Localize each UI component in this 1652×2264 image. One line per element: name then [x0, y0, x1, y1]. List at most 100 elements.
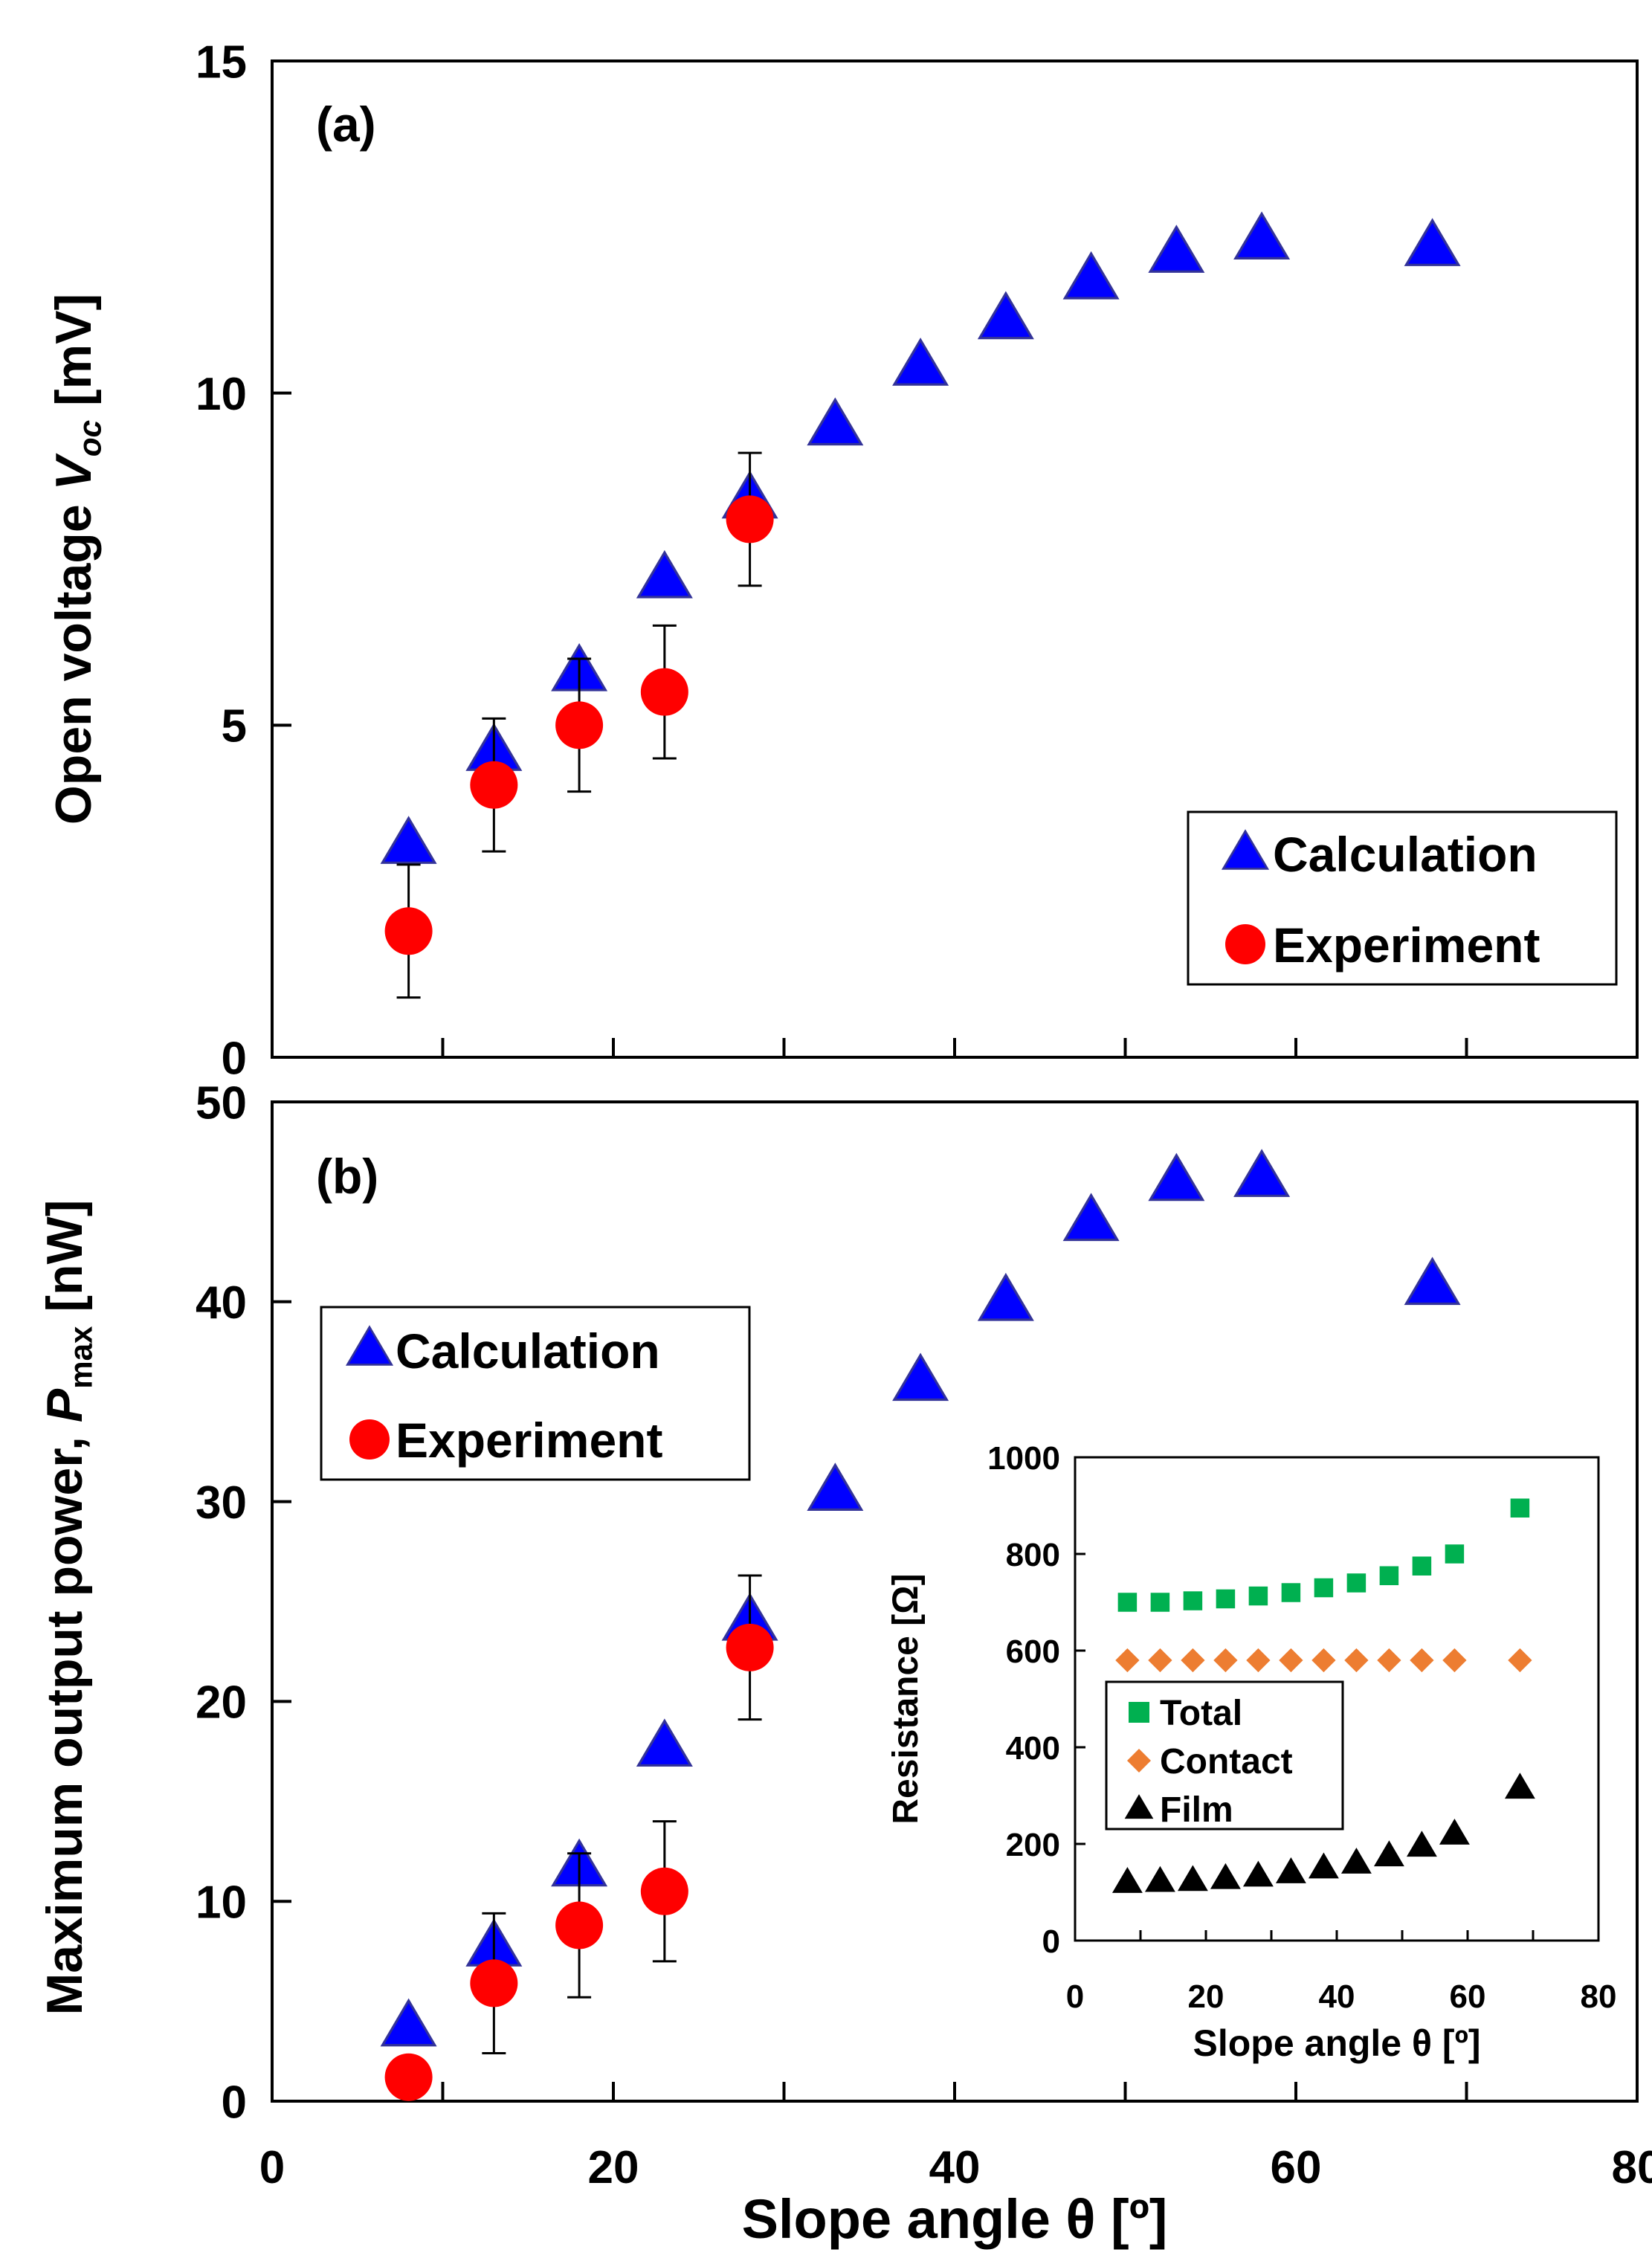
- inset-contact-point: [1410, 1648, 1434, 1673]
- inset-film-point: [1177, 1865, 1208, 1891]
- inset-ytick-label: 800: [1006, 1537, 1060, 1573]
- panel-b-legend-exp-marker: [349, 1419, 390, 1460]
- inset-contact-point: [1213, 1648, 1238, 1673]
- panel-a-calculation-point: [636, 549, 693, 599]
- panel-b-legend-exp-label: Experiment: [396, 1413, 662, 1468]
- inset-contact-point: [1377, 1648, 1401, 1673]
- inset-film-point: [1406, 1831, 1437, 1857]
- inset-series-total: [1117, 1498, 1530, 1612]
- panel-b-calculation-point: [636, 1718, 693, 1767]
- panel-b-experiment-point: [470, 1959, 518, 2007]
- panel-a-label: (a): [316, 97, 376, 152]
- inset-ytick-label: 600: [1006, 1634, 1060, 1670]
- inset-film-point: [1439, 1819, 1470, 1845]
- panel-a-experiment-point: [726, 495, 774, 544]
- inset-total-point: [1510, 1498, 1530, 1518]
- inset-contact-point: [1246, 1648, 1271, 1673]
- inset-contact-point: [1344, 1648, 1369, 1673]
- panel-a: 0 5 10 15 (a) Calculation Experiment: [196, 36, 1639, 1084]
- panel-b-calculation-point: [1148, 1152, 1205, 1202]
- panel-b-xtick-label: 20: [588, 2142, 639, 2193]
- inset-film-point: [1340, 1848, 1372, 1874]
- inset-contact-point: [1442, 1648, 1467, 1673]
- panel-a-calculation-point: [977, 291, 1034, 340]
- inset-total-point: [1314, 1578, 1334, 1598]
- inset-contact-point: [1311, 1648, 1336, 1673]
- panel-a-ytick-label: 15: [196, 36, 247, 88]
- panel-b-ytick-label: 50: [196, 1077, 247, 1129]
- inset-ytick-label: 200: [1006, 1827, 1060, 1863]
- panel-b: 0 10 20 30 40 50 0 20 40 60 80 (b) Calculation Experi…: [196, 1077, 1652, 2193]
- panel-b-experiment-point: [640, 1867, 688, 1915]
- panel-a-calculation-point: [1404, 218, 1461, 266]
- inset-total-point: [1150, 1593, 1170, 1612]
- panel-b-ytick-label: 30: [196, 1477, 247, 1529]
- panel-a-calculation-point: [1062, 251, 1120, 300]
- panel-a-legend-calc-label: Calculation: [1273, 827, 1538, 882]
- panel-a-legend-exp-marker: [1225, 924, 1265, 964]
- inset-total-point: [1412, 1556, 1432, 1576]
- panel-b-ytick-label: 10: [196, 1877, 247, 1929]
- panel-b-calculation-point: [1404, 1257, 1461, 1306]
- inset-legend-film-label: Film: [1160, 1790, 1233, 1830]
- inset-xlabel: Slope angle θ [º]: [1193, 2022, 1481, 2064]
- inset-total-point: [1117, 1593, 1138, 1612]
- panel-a-experiment-point: [555, 701, 604, 749]
- panel-b-experiment-point: [726, 1623, 774, 1671]
- inset-film-point: [1504, 1773, 1535, 1799]
- panel-a-legend-exp-label: Experiment: [1273, 917, 1540, 973]
- panel-a-ytick-label: 10: [196, 369, 247, 420]
- panel-a-ytick-label: 5: [222, 701, 247, 752]
- panel-a-experiment-point: [640, 668, 688, 716]
- panel-a-series-experiment: [384, 451, 774, 999]
- inset-film-point: [1111, 1867, 1143, 1893]
- inset-series-film: [1111, 1773, 1535, 1893]
- inset-legend-contact-label: Contact: [1160, 1742, 1293, 1781]
- inset-contact-point: [1115, 1648, 1140, 1673]
- panel-a-series-calculation: [380, 211, 1461, 864]
- panel-b-legend-calc-marker: [345, 1325, 394, 1366]
- inset-xtick-label: 80: [1581, 1978, 1617, 2015]
- inset-contact-point: [1181, 1648, 1205, 1673]
- inset-legend: Total Contact Film: [1105, 1680, 1344, 1831]
- panel-b-calculation-point: [1233, 1149, 1291, 1197]
- inset-film-point: [1308, 1852, 1339, 1879]
- panel-a-experiment-point: [384, 907, 433, 955]
- panel-a-calculation-point: [1233, 211, 1291, 259]
- panel-a-calculation-point: [807, 397, 864, 446]
- panel-b-ytick-label: 0: [222, 2077, 247, 2128]
- inset-total-point: [1445, 1544, 1465, 1564]
- panel-b-calculation-point: [1062, 1193, 1120, 1242]
- inset-series-contact: [1115, 1648, 1532, 1673]
- inset-legend-film-marker: [1124, 1794, 1154, 1819]
- inset-total-point: [1248, 1586, 1268, 1606]
- inset-total-point: [1216, 1589, 1236, 1609]
- inset-xtick-label: 20: [1188, 1978, 1225, 2015]
- inset-ytick-label: 1000: [987, 1440, 1060, 1477]
- panel-b-experiment-point: [384, 2053, 433, 2101]
- inset-ytick-label: 0: [1042, 1923, 1060, 1960]
- inset-legend-total-marker: [1129, 1702, 1149, 1723]
- panel-b-xtick-label: 0: [259, 2142, 285, 2193]
- inset-ylabel: Resistance [Ω]: [886, 1573, 926, 1824]
- inset-contact-point: [1279, 1648, 1303, 1673]
- panel-b-xtick-label: 40: [929, 2142, 981, 2193]
- panel-a-legend-box: [1187, 810, 1618, 986]
- inset-xtick-label: 0: [1066, 1978, 1084, 2015]
- panel-a-ytick-label: 0: [222, 1033, 247, 1084]
- inset-xtick-label: 40: [1319, 1978, 1355, 2015]
- panel-a-calculation-point: [380, 816, 437, 864]
- panel-b-label: (b): [316, 1149, 378, 1204]
- panel-b-calculation-point: [807, 1462, 864, 1511]
- inset-film-point: [1242, 1860, 1274, 1887]
- panel-b-ylabel: Maximum output power, Pmax [nW]: [36, 1200, 99, 2016]
- panel-b-ytick-label: 40: [196, 1277, 247, 1329]
- inset-contact-point: [1508, 1648, 1532, 1673]
- inset-film-point: [1373, 1840, 1404, 1867]
- panel-a-legend: Calculation Experiment: [1187, 810, 1618, 986]
- inset-contact-point: [1148, 1648, 1172, 1673]
- inset: 0 200 400 600 800 1000 0 20 40 60 80 Slope angle θ …: [886, 1440, 1616, 2064]
- panel-b-xtick-label: 80: [1612, 2142, 1652, 2193]
- panel-b-legend-box: [320, 1306, 751, 1481]
